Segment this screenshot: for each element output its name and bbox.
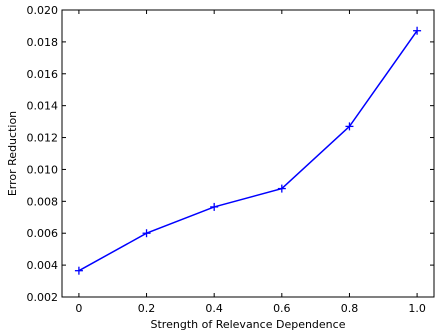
x-tick-label: 0 xyxy=(75,302,82,315)
y-tick-label: 0.008 xyxy=(27,195,59,208)
data-point-marker xyxy=(210,202,219,211)
y-tick-label: 0.002 xyxy=(27,291,59,304)
series-markers xyxy=(74,26,422,275)
data-point-marker xyxy=(277,184,286,193)
x-tick-label: 0.6 xyxy=(273,302,291,315)
plot-area xyxy=(61,9,435,298)
x-axis-label: Strength of Relevance Dependence xyxy=(151,318,346,331)
tick-labels: 0 0.2 0.4 0.6 0.8 1.0 0.002 0.004 0.006 0.008 0.01… xyxy=(27,4,426,315)
data-point-marker xyxy=(345,122,354,131)
x-tick-label: 1.0 xyxy=(408,302,426,315)
axis-ticks xyxy=(62,9,434,298)
y-tick-label: 0.014 xyxy=(27,100,59,113)
x-tick-label: 0.2 xyxy=(138,302,156,315)
data-point-marker xyxy=(413,26,422,35)
y-tick-label: 0.006 xyxy=(27,227,59,240)
x-tick-label: 0.8 xyxy=(341,302,359,315)
y-tick-label: 0.010 xyxy=(27,163,59,176)
y-tick-label: 0.020 xyxy=(27,4,59,17)
data-point-marker xyxy=(74,266,83,275)
y-tick-label: 0.016 xyxy=(27,68,59,81)
y-tick-label: 0.004 xyxy=(27,259,59,272)
series-line xyxy=(78,30,418,272)
y-axis-label: Error Reduction xyxy=(6,111,19,196)
data-point-marker xyxy=(142,229,151,238)
y-tick-label: 0.018 xyxy=(27,36,59,49)
y-tick-label: 0.012 xyxy=(27,132,59,145)
x-tick-label: 0.4 xyxy=(205,302,223,315)
